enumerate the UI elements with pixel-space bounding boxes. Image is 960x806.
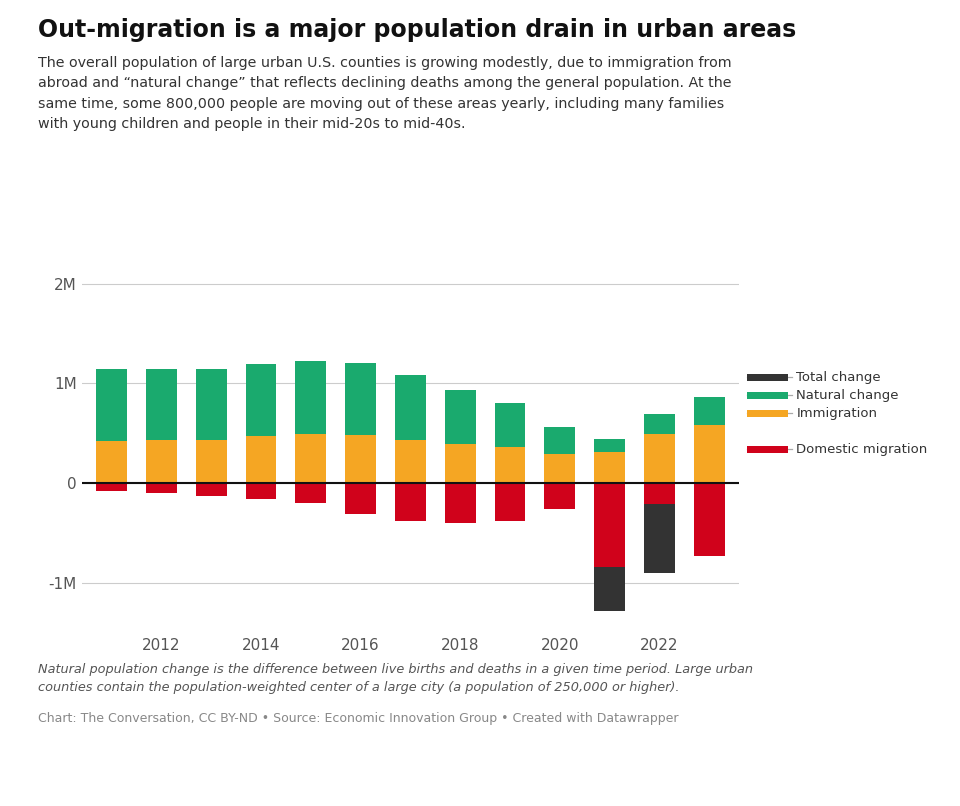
Bar [246,483,276,499]
Text: Out-migration is a major population drain in urban areas: Out-migration is a major population drai… [38,18,797,42]
Bar [544,483,575,509]
Bar [444,444,475,483]
Bar [594,439,625,452]
Text: Immigration: Immigration [797,407,877,420]
Bar [694,483,725,556]
Text: The overall population of large urban U.S. counties is growing modestly, due to : The overall population of large urban U.… [38,56,732,131]
Bar [246,436,276,483]
Bar [444,483,475,523]
Bar [644,414,675,434]
Bar [395,376,426,440]
Bar [146,483,177,493]
Bar [96,369,127,441]
Bar [747,374,788,381]
Bar [644,483,675,573]
Bar [146,440,177,483]
Bar [494,447,525,483]
Bar [594,452,625,483]
Bar [395,440,426,483]
Bar [544,427,575,454]
Bar [96,483,127,491]
Bar [346,435,376,483]
Bar [694,397,725,426]
Bar [296,434,326,483]
Bar [395,483,426,521]
Text: Total change: Total change [797,371,881,384]
Bar [246,364,276,436]
Bar [196,483,227,496]
Bar [494,403,525,447]
Bar [694,426,725,483]
Bar [96,441,127,483]
Bar [196,440,227,483]
Bar [747,392,788,399]
Bar [444,390,475,444]
Text: Natural population change is the difference between live births and deaths in a : Natural population change is the differe… [38,663,754,693]
Bar [346,483,376,514]
Bar [747,409,788,417]
Bar [296,361,326,434]
Text: Natural change: Natural change [797,388,899,402]
Bar [594,567,625,611]
Text: Domestic migration: Domestic migration [797,442,927,455]
Bar [747,446,788,453]
Bar [196,369,227,440]
Bar [544,454,575,483]
Bar [644,434,675,483]
Bar [494,483,525,521]
Bar [146,369,177,440]
Text: Chart: The Conversation, CC BY-ND • Source: Economic Innovation Group • Created : Chart: The Conversation, CC BY-ND • Sour… [38,712,679,725]
Bar [346,364,376,435]
Bar [296,483,326,503]
Bar [594,483,625,611]
Bar [644,504,675,573]
